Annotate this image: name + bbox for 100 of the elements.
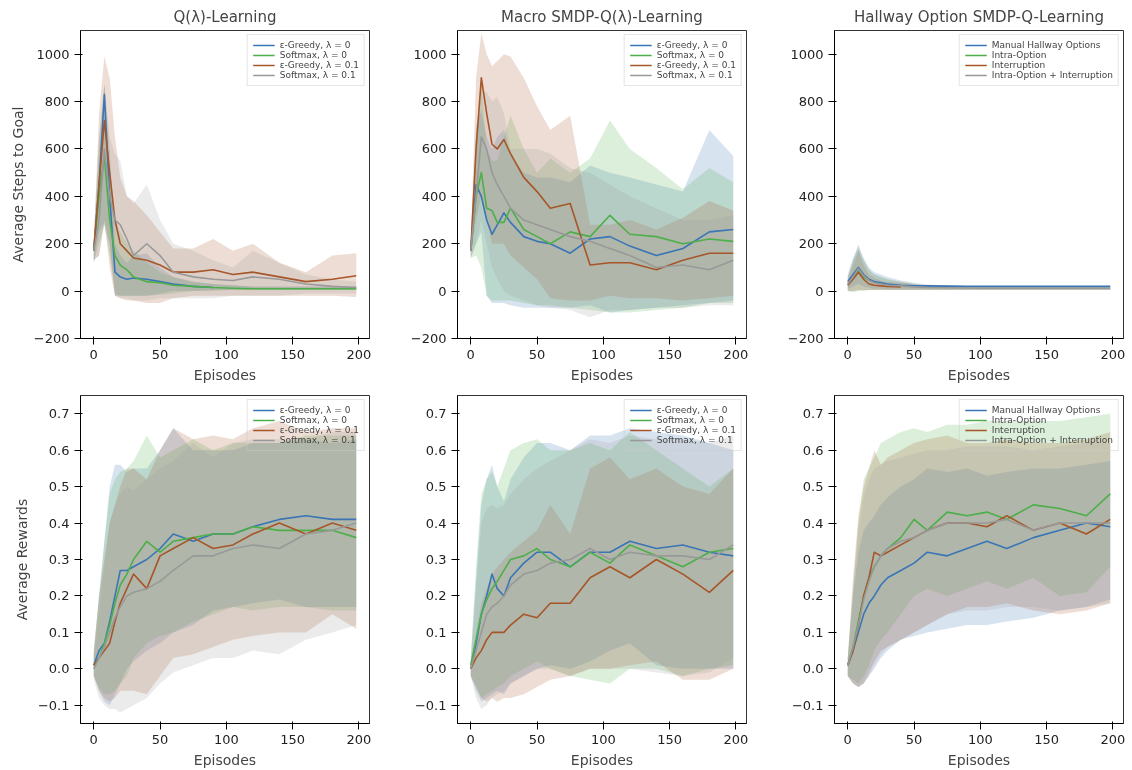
legend-label: Intra-Option + Interruption <box>991 70 1113 80</box>
x-tick-label: 0 <box>843 731 852 747</box>
x-tick-label: 100 <box>967 731 993 747</box>
legend-label: Softmax, λ = 0.1 <box>656 435 733 445</box>
y-axis-title: Average Steps to Goal <box>9 106 26 263</box>
y-tick-label: 400 <box>44 188 70 204</box>
y-tick-label: −200 <box>33 331 70 346</box>
y-tick-label: 400 <box>798 188 824 204</box>
x-tick-label: 100 <box>590 346 616 362</box>
legend-label: ε-Greedy, λ = 0 <box>656 40 728 50</box>
y-tick-label: 0.2 <box>48 588 70 604</box>
y-tick-label: 0.4 <box>425 515 447 531</box>
x-tick-label: 50 <box>528 731 546 747</box>
x-tick-label: 50 <box>151 731 169 747</box>
x-tick-label: 200 <box>723 731 749 747</box>
x-axis-title: Episodes <box>947 366 1011 383</box>
y-tick-label: 0.3 <box>425 552 447 567</box>
x-tick-label: 50 <box>905 346 923 362</box>
y-tick-label: 200 <box>44 236 70 252</box>
x-tick-label: 50 <box>905 731 923 747</box>
legend-label: Manual Hallway Options <box>991 40 1101 50</box>
y-tick-label: 0.0 <box>425 661 447 677</box>
x-tick-label: 50 <box>151 346 169 362</box>
x-tick-label: 200 <box>346 731 372 747</box>
legend-label: Softmax, λ = 0 <box>279 415 348 425</box>
legend-label: ε-Greedy, λ = 0.1 <box>656 60 736 70</box>
y-tick-label: −0.1 <box>37 697 70 713</box>
legend-label: Softmax, λ = 0.1 <box>656 70 733 80</box>
x-tick-label: 200 <box>723 346 749 362</box>
x-tick-label: 0 <box>466 346 475 362</box>
y-tick-label: 0.1 <box>425 624 447 640</box>
x-tick-label: 150 <box>280 346 306 362</box>
legend-label: ε-Greedy, λ = 0.1 <box>279 60 359 70</box>
y-tick-label: 0.0 <box>802 661 824 677</box>
legend-label: Intra-Option <box>991 415 1047 425</box>
x-tick-label: 0 <box>843 346 852 362</box>
y-tick-label: 0.6 <box>802 442 824 458</box>
y-tick-label: 400 <box>421 188 447 204</box>
y-tick-label: 0.2 <box>802 588 824 604</box>
y-tick-label: 0.5 <box>425 479 447 495</box>
y-tick-label: 200 <box>798 236 824 252</box>
legend-label: ε-Greedy, λ = 0.1 <box>656 425 736 435</box>
y-tick-label: 0.6 <box>48 442 70 458</box>
legend-label: Intra-Option + Interruption <box>991 435 1113 445</box>
x-tick-label: 50 <box>528 346 546 362</box>
x-axis-title: Episodes <box>193 366 257 383</box>
x-tick-label: 100 <box>213 731 239 747</box>
y-tick-label: 0.0 <box>48 661 70 677</box>
y-tick-label: 600 <box>421 141 447 157</box>
legend-label: Softmax, λ = 0 <box>656 415 725 425</box>
x-tick-label: 200 <box>1100 346 1126 362</box>
legend-label: Softmax, λ = 0.1 <box>279 435 356 445</box>
y-tick-label: 800 <box>44 94 70 110</box>
y-tick-label: 0.6 <box>425 442 447 458</box>
legend-label: Manual Hallway Options <box>991 405 1101 415</box>
x-tick-label: 150 <box>1034 346 1060 362</box>
y-tick-label: 0 <box>438 283 447 299</box>
x-tick-label: 150 <box>657 346 683 362</box>
y-tick-label: −0.1 <box>414 697 447 713</box>
x-tick-label: 0 <box>89 731 98 747</box>
legend-label: Softmax, λ = 0 <box>656 50 725 60</box>
y-tick-label: 0.1 <box>48 624 70 640</box>
y-tick-label: 0.2 <box>425 588 447 604</box>
y-tick-label: 0.5 <box>802 479 824 495</box>
y-tick-label: 0 <box>61 283 70 299</box>
y-tick-label: 0 <box>815 283 824 299</box>
x-tick-label: 150 <box>657 731 683 747</box>
y-tick-label: 600 <box>44 141 70 157</box>
legend-label: ε-Greedy, λ = 0 <box>279 40 351 50</box>
legend-label: Intra-Option <box>991 50 1047 60</box>
y-tick-label: 0.1 <box>802 624 824 640</box>
x-tick-label: 200 <box>1100 731 1126 747</box>
x-axis-title: Episodes <box>570 751 634 768</box>
x-tick-label: 0 <box>89 346 98 362</box>
y-tick-label: 0.5 <box>48 479 70 495</box>
y-tick-label: 0.3 <box>802 552 824 567</box>
y-axis-title: Average Rewards <box>13 498 30 621</box>
y-tick-label: 0.7 <box>802 406 824 422</box>
x-tick-label: 150 <box>1034 731 1060 747</box>
y-tick-label: 200 <box>421 236 447 252</box>
chart-title: Macro SMDP-Q(λ)-Learning <box>501 7 703 26</box>
legend-label: ε-Greedy, λ = 0 <box>279 405 351 415</box>
x-tick-label: 100 <box>590 731 616 747</box>
chart-title: Q(λ)-Learning <box>173 7 277 26</box>
y-tick-label: 800 <box>798 94 824 110</box>
y-tick-label: −200 <box>410 331 447 346</box>
legend-label: Softmax, λ = 0 <box>279 50 348 60</box>
x-tick-label: 150 <box>280 731 306 747</box>
x-tick-label: 200 <box>346 346 372 362</box>
x-tick-label: 100 <box>967 346 993 362</box>
legend-label: Interruption <box>991 60 1046 70</box>
x-axis-title: Episodes <box>193 751 257 768</box>
x-axis-title: Episodes <box>570 366 634 383</box>
y-tick-label: 0.7 <box>425 406 447 422</box>
y-tick-label: 0.3 <box>48 552 70 567</box>
legend-label: ε-Greedy, λ = 0 <box>656 405 728 415</box>
x-tick-label: 100 <box>213 346 239 362</box>
y-tick-label: 800 <box>421 94 447 110</box>
y-tick-label: 600 <box>798 141 824 157</box>
y-tick-label: 0.4 <box>802 515 824 531</box>
